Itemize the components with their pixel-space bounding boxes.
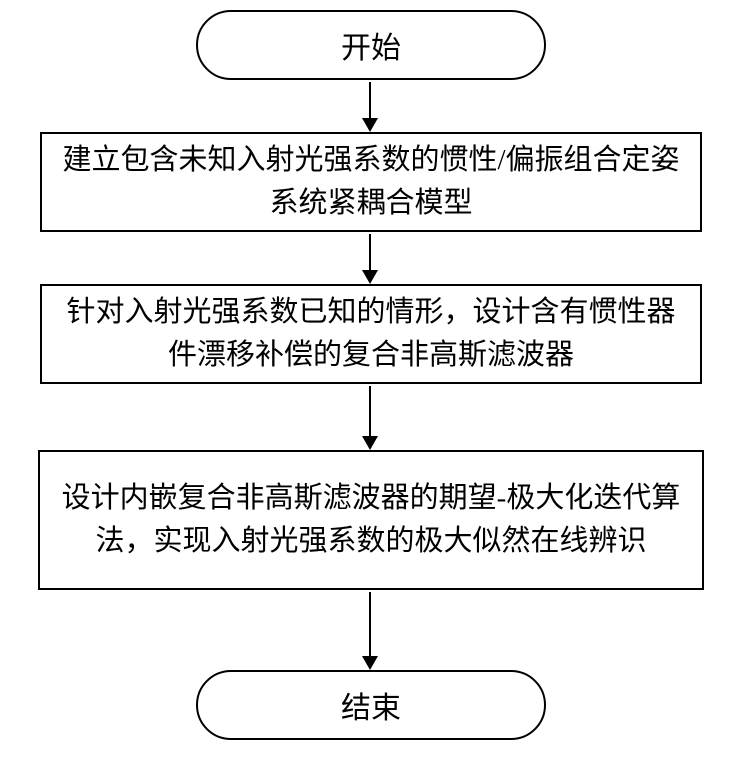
step1-node: 建立包含未知入射光强系数的惯性/偏振组合定姿系统紧耦合模型 [40,132,702,232]
arrow-2-head [362,270,378,284]
start-node: 开始 [196,10,546,80]
step1-label: 建立包含未知入射光强系数的惯性/偏振组合定姿系统紧耦合模型 [54,139,688,226]
step2-node: 针对入射光强系数已知的情形，设计含有惯性器件漂移补偿的复合非高斯滤波器 [40,284,702,384]
step3-node: 设计内嵌复合非高斯滤波器的期望-极大化迭代算法，实现入射光强系数的极大似然在线辨… [38,450,704,590]
end-label: 结束 [341,683,401,727]
arrow-1-head [362,118,378,132]
arrow-4-head [362,656,378,670]
step3-label: 设计内嵌复合非高斯滤波器的期望-极大化迭代算法，实现入射光强系数的极大似然在线辨… [52,477,690,564]
step2-label: 针对入射光强系数已知的情形，设计含有惯性器件漂移补偿的复合非高斯滤波器 [54,291,688,378]
flowchart-canvas: 开始 建立包含未知入射光强系数的惯性/偏振组合定姿系统紧耦合模型 针对入射光强系… [0,0,742,775]
arrow-3-line [369,386,371,438]
start-label: 开始 [341,23,401,67]
end-node: 结束 [196,670,546,740]
arrow-1-line [369,82,371,120]
arrow-4-line [369,592,371,658]
arrow-2-line [369,234,371,272]
arrow-3-head [362,436,378,450]
